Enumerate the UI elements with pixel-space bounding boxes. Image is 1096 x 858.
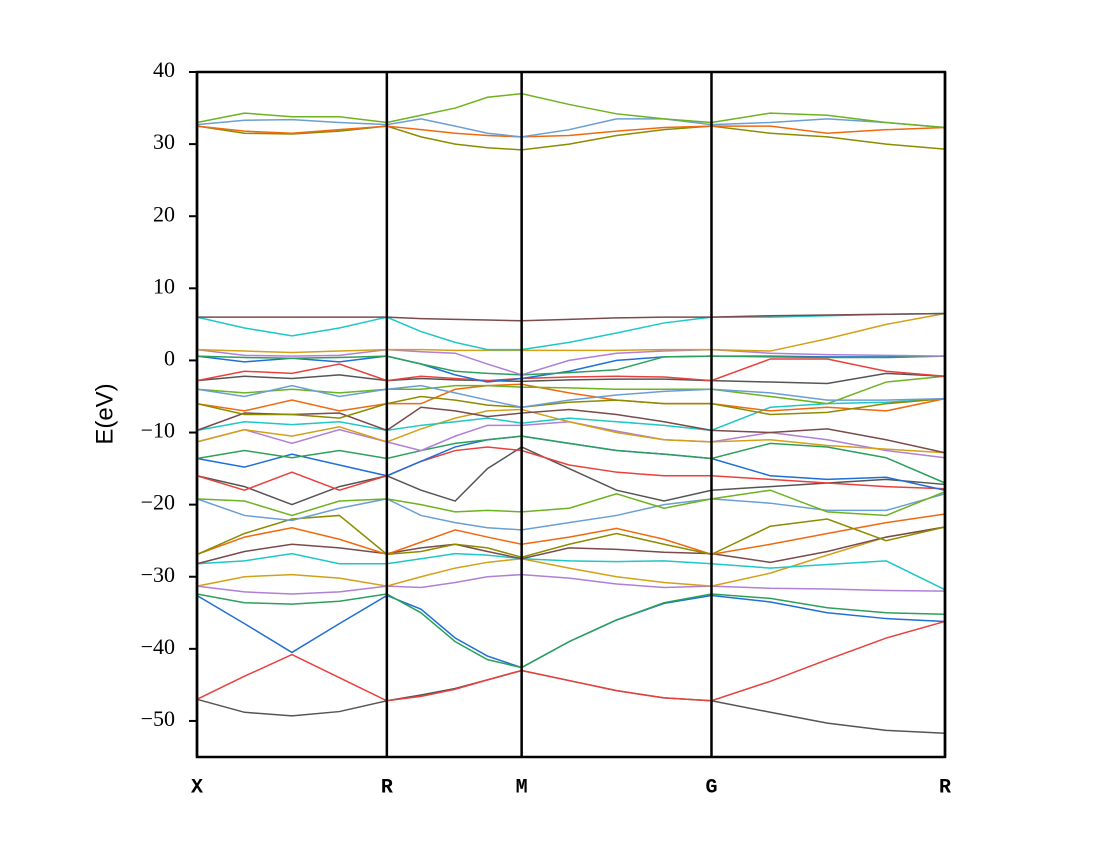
band-line bbox=[196, 446, 946, 492]
y-tick-label: 10 bbox=[153, 273, 175, 298]
y-tick-label: −10 bbox=[141, 418, 175, 443]
band-line bbox=[196, 552, 946, 591]
y-tick-label: 0 bbox=[164, 345, 175, 370]
x-tick-label: R bbox=[939, 776, 951, 799]
x-tick-label: R bbox=[381, 776, 393, 799]
band-line bbox=[196, 573, 946, 595]
band-line bbox=[196, 92, 946, 129]
y-tick-label: −40 bbox=[141, 634, 175, 659]
plot-frame bbox=[195, 70, 947, 759]
band-line bbox=[196, 489, 946, 517]
x-tick-label: X bbox=[191, 776, 203, 799]
band-line bbox=[196, 435, 946, 484]
y-tick-label: 20 bbox=[153, 201, 175, 226]
band-line bbox=[197, 312, 946, 322]
band-line bbox=[196, 594, 946, 669]
x-tick-label: M bbox=[516, 776, 528, 799]
band-line bbox=[196, 620, 946, 702]
y-axis-label: E(eV) bbox=[91, 383, 118, 444]
y-tick-label: 40 bbox=[153, 57, 175, 82]
band-line bbox=[196, 118, 946, 138]
y-tick-label: −20 bbox=[141, 490, 175, 515]
band-line bbox=[196, 593, 946, 669]
y-tick-label: 30 bbox=[153, 129, 175, 154]
band-line bbox=[196, 526, 946, 587]
band-line bbox=[196, 125, 946, 138]
y-tick-label: −30 bbox=[141, 562, 175, 587]
band-line bbox=[196, 372, 946, 385]
band-line bbox=[196, 669, 946, 734]
x-tick-label: G bbox=[705, 776, 717, 799]
y-tick-label: −50 bbox=[141, 706, 175, 731]
band-line bbox=[196, 420, 946, 459]
